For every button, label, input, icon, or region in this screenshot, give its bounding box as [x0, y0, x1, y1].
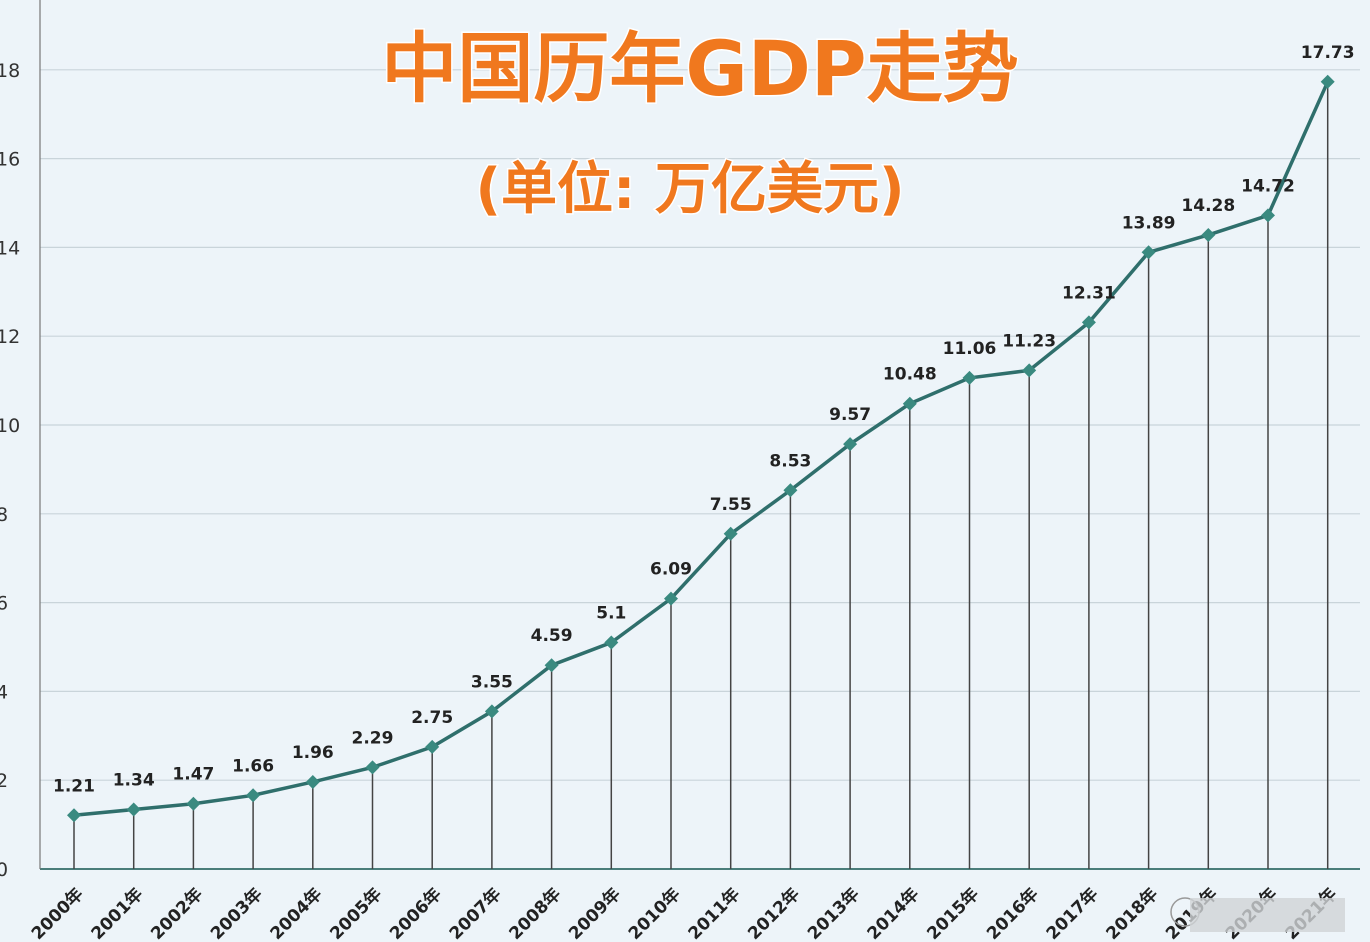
watermark	[1170, 897, 1345, 932]
x-tick-label: 2015年	[923, 884, 983, 942]
y-tick-label: 18	[0, 60, 20, 82]
y-tick-label: 0	[0, 859, 8, 881]
y-tick-label: 2	[0, 770, 8, 792]
data-label: 12.31	[1062, 283, 1116, 303]
x-tick-label: 2004年	[266, 884, 326, 942]
x-tick-label: 2001年	[87, 884, 147, 942]
data-label: 5.1	[596, 604, 626, 624]
y-tick-label: 12	[0, 326, 20, 348]
data-label: 17.73	[1301, 43, 1355, 63]
y-tick-label: 6	[0, 593, 8, 615]
x-tick-label: 2018年	[1102, 884, 1162, 942]
data-label: 10.48	[883, 365, 937, 385]
data-point-2019年	[1201, 227, 1216, 242]
data-label: 2.29	[352, 728, 394, 748]
data-point-2012年	[783, 483, 798, 498]
data-point-2014年	[902, 396, 917, 411]
x-tick-label: 2011年	[684, 884, 744, 942]
x-tick-label: 2005年	[326, 884, 386, 942]
y-tick-label: 14	[0, 237, 20, 259]
y-tick-label: 4	[0, 681, 8, 703]
data-point-2016年	[1022, 363, 1037, 378]
data-point-2009年	[604, 635, 619, 650]
x-tick-label: 2008年	[505, 884, 565, 942]
x-tick-label: 2009年	[564, 884, 624, 942]
data-point-2001年	[126, 802, 141, 817]
data-label: 11.23	[1002, 331, 1056, 351]
data-label: 1.96	[292, 743, 334, 763]
y-tick-label: 8	[0, 504, 8, 526]
x-tick-label: 2017年	[1042, 884, 1102, 942]
data-label: 4.59	[531, 626, 573, 646]
data-point-2000年	[67, 808, 81, 823]
data-label: 1.21	[53, 776, 95, 796]
y-tick-label: 10	[0, 415, 20, 437]
x-tick-label: 2012年	[744, 884, 804, 942]
data-point-2004年	[305, 774, 320, 789]
data-point-2005年	[365, 760, 380, 775]
x-tick-label: 2002年	[147, 884, 207, 942]
x-tick-label: 2014年	[863, 884, 923, 942]
data-label: 6.09	[650, 560, 692, 580]
data-label: 9.57	[829, 405, 871, 425]
data-point-2018年	[1141, 245, 1156, 260]
data-label: 7.55	[710, 495, 752, 515]
x-tick-label: 2003年	[206, 884, 266, 942]
chart-subtitle: (单位: 万亿美元)	[475, 157, 904, 222]
data-label: 2.75	[411, 708, 453, 728]
data-point-2015年	[962, 370, 977, 385]
data-point-2013年	[843, 437, 858, 452]
x-tick-label: 2010年	[624, 884, 684, 942]
chart-title: 中国历年GDP走势	[381, 24, 1018, 113]
data-label: 11.06	[943, 339, 997, 359]
data-label: 13.89	[1122, 213, 1176, 233]
data-label: 1.47	[172, 765, 214, 785]
data-point-2017年	[1081, 315, 1096, 330]
x-tick-label: 2013年	[803, 884, 863, 942]
x-tick-label: 2016年	[982, 884, 1042, 942]
data-point-2007年	[484, 704, 499, 719]
data-point-2021年	[1320, 74, 1335, 89]
data-label: 3.55	[471, 672, 513, 692]
y-tick-label: 16	[0, 149, 20, 171]
data-label: 1.34	[113, 771, 155, 791]
data-label: 14.72	[1241, 176, 1295, 196]
data-point-2006年	[425, 739, 440, 754]
data-point-2020年	[1261, 208, 1275, 223]
x-tick-label: 2006年	[385, 884, 445, 942]
data-label: 1.66	[232, 756, 274, 776]
data-label: 14.28	[1181, 196, 1235, 216]
data-label: 8.53	[769, 451, 811, 471]
data-point-2010年	[664, 591, 678, 606]
x-tick-label: 2007年	[445, 884, 505, 942]
data-point-2008年	[544, 658, 559, 673]
data-point-2011年	[723, 526, 738, 541]
data-point-2003年	[246, 788, 261, 803]
x-tick-label: 2000年	[27, 884, 87, 942]
data-point-2002年	[186, 796, 201, 811]
gdp-series-line	[73, 81, 1330, 818]
